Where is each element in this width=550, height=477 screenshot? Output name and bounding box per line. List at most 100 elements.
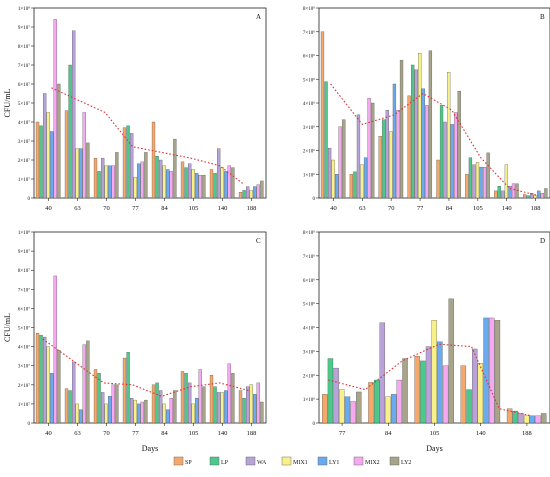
y-tick-label: 7×10⁶ bbox=[303, 30, 315, 36]
bar bbox=[101, 392, 105, 424]
bar bbox=[450, 124, 454, 199]
y-tick-label: 3×10⁷ bbox=[18, 364, 30, 370]
bar bbox=[475, 162, 480, 199]
bar bbox=[151, 384, 156, 424]
x-tick-label: 105 bbox=[473, 205, 483, 212]
bar bbox=[93, 157, 98, 199]
bar bbox=[220, 167, 224, 199]
bar bbox=[414, 69, 418, 199]
bar bbox=[385, 109, 389, 199]
bar bbox=[180, 371, 185, 424]
panel-label: A bbox=[256, 13, 261, 21]
y-tick-label: 7×10⁶ bbox=[303, 254, 315, 260]
bar bbox=[50, 373, 54, 424]
bar bbox=[385, 396, 391, 424]
bar bbox=[253, 394, 257, 424]
bar bbox=[57, 83, 61, 199]
x-tick-label: 77 bbox=[339, 430, 346, 437]
bar bbox=[338, 126, 342, 199]
bar bbox=[46, 346, 50, 424]
bar bbox=[209, 169, 214, 199]
bar bbox=[159, 159, 163, 199]
bar bbox=[43, 336, 47, 424]
bar bbox=[249, 190, 253, 199]
bar bbox=[97, 171, 101, 199]
y-tick-label: 9×10⁷ bbox=[18, 25, 30, 31]
bar bbox=[202, 386, 206, 424]
y-tick-label: 2×10⁶ bbox=[303, 149, 315, 155]
y-tick-label: 4×10⁷ bbox=[18, 345, 30, 351]
bar bbox=[399, 60, 404, 199]
y-tick-label: 8×10⁶ bbox=[303, 6, 315, 12]
trend-line bbox=[51, 87, 245, 186]
bar bbox=[418, 52, 422, 199]
x-tick-label: 140 bbox=[218, 430, 228, 437]
bar bbox=[511, 183, 516, 199]
bar bbox=[260, 180, 264, 199]
bar bbox=[443, 121, 447, 199]
bar bbox=[253, 186, 257, 199]
bar bbox=[439, 105, 444, 199]
bar bbox=[489, 317, 495, 424]
bar bbox=[360, 164, 364, 199]
bar bbox=[126, 125, 130, 199]
bar bbox=[368, 382, 374, 424]
bar bbox=[392, 83, 397, 199]
bar bbox=[202, 175, 206, 199]
bar bbox=[437, 341, 443, 424]
x-tick-label: 140 bbox=[218, 205, 228, 212]
bar bbox=[242, 398, 246, 424]
panel-label: D bbox=[540, 237, 545, 245]
bar bbox=[111, 165, 115, 199]
bar bbox=[378, 136, 382, 199]
bar bbox=[217, 148, 221, 199]
bar bbox=[133, 176, 137, 199]
x-tick-label: 70 bbox=[103, 205, 110, 212]
y-tick-label: 3×10⁶ bbox=[303, 125, 315, 131]
x-tick-label: 77 bbox=[417, 205, 424, 212]
bar bbox=[537, 190, 541, 199]
legend-swatch bbox=[173, 456, 184, 466]
bar bbox=[529, 415, 535, 424]
legend-label: MIX1 bbox=[293, 460, 308, 466]
y-tick-label: 0 bbox=[28, 197, 31, 202]
bar bbox=[79, 409, 83, 424]
bar bbox=[217, 392, 221, 424]
bar bbox=[144, 399, 148, 424]
x-tick-label: 77 bbox=[132, 430, 139, 437]
bar bbox=[335, 174, 339, 199]
y-tick-label: 8×10⁷ bbox=[18, 268, 30, 274]
bar bbox=[342, 119, 346, 199]
bar bbox=[101, 157, 105, 199]
bar bbox=[465, 174, 469, 199]
bar bbox=[442, 365, 449, 424]
bar bbox=[526, 195, 530, 199]
x-tick-label: 188 bbox=[531, 205, 541, 212]
y-tick-label: 1×10⁶ bbox=[303, 397, 315, 403]
bar bbox=[518, 413, 524, 424]
x-tick-label: 63 bbox=[359, 205, 366, 212]
bar bbox=[522, 194, 527, 199]
x-tick-label: 105 bbox=[189, 205, 199, 212]
bar bbox=[39, 334, 43, 424]
bar bbox=[198, 175, 202, 199]
x-tick-label: 188 bbox=[522, 430, 532, 437]
bar bbox=[159, 390, 163, 424]
bar bbox=[68, 64, 72, 199]
bar bbox=[349, 174, 353, 199]
y-tick-label: 3×10⁷ bbox=[18, 139, 30, 145]
bar bbox=[482, 166, 487, 199]
bar bbox=[420, 360, 426, 424]
bar bbox=[448, 298, 454, 424]
bar bbox=[155, 382, 159, 424]
bar bbox=[130, 398, 134, 424]
panel-c-chart: 0 1×10⁷ 2×10⁷ 3×10⁷ 4×10⁷ 5×10⁷ 6×10⁷ 7×10⁷ 8×10… bbox=[3, 230, 267, 453]
bar bbox=[327, 147, 332, 199]
y-tick-label: 4×10⁶ bbox=[303, 101, 315, 107]
trend-line bbox=[330, 83, 539, 197]
bar bbox=[195, 173, 199, 199]
bar bbox=[428, 50, 433, 199]
y-tick-label: 0 bbox=[28, 422, 31, 427]
bar bbox=[353, 171, 357, 199]
bar bbox=[382, 119, 386, 199]
